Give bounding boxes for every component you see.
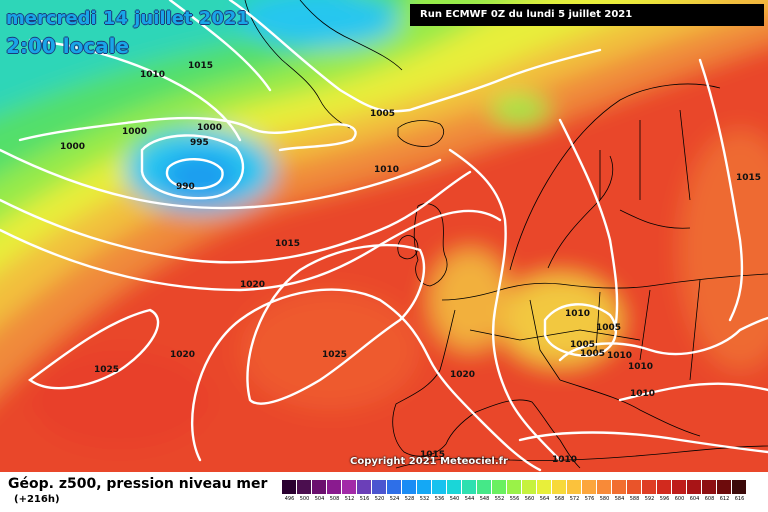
scale-tick-label: 564: [539, 496, 550, 502]
scale-swatch: [297, 480, 312, 494]
scale-swatch: [492, 480, 507, 494]
coastlines: [244, 0, 768, 469]
isobar-label: 1010: [607, 351, 632, 361]
isobar-label: 1010: [552, 455, 577, 465]
scale-swatch: [597, 480, 612, 494]
forecast-time: 2:00 locale: [6, 34, 130, 58]
isobar-labels: 1015 1010 1000 1000 995 990 1000 1005 10…: [60, 61, 761, 465]
isobar-label: 1010: [374, 165, 399, 175]
geopotential-field: [0, 0, 768, 472]
isobar-label: 1005: [596, 323, 621, 333]
scale-swatch: [702, 480, 717, 494]
scale-tick-label: 544: [464, 496, 475, 502]
isobar-label: 1020: [170, 350, 195, 360]
scale-tick-label: 576: [584, 496, 595, 502]
scale-tick-label: 504: [314, 496, 325, 502]
scale-swatch: [642, 480, 657, 494]
scale-swatch: [672, 480, 687, 494]
isobar-label: 1005: [570, 340, 595, 350]
scale-tick-label: 512: [344, 496, 355, 502]
isobar-label: 1015: [188, 61, 213, 71]
legend-footer: Géop. z500, pression niveau mer (+216h) …: [0, 472, 768, 512]
scale-swatch: [537, 480, 552, 494]
scale-swatch: [657, 480, 672, 494]
scale-tick-label: 588: [629, 496, 640, 502]
isobars: [0, 0, 768, 470]
scale-tick-label: 596: [659, 496, 670, 502]
scale-tick-label: 524: [389, 496, 400, 502]
scale-tick-label: 508: [329, 496, 340, 502]
scale-swatch: [327, 480, 342, 494]
scale-tick-label: 496: [284, 496, 295, 502]
scale-swatch: [732, 480, 747, 494]
scale-tick-label: 528: [404, 496, 415, 502]
scale-swatch: [552, 480, 567, 494]
scale-swatch: [612, 480, 627, 494]
scale-swatch: [507, 480, 522, 494]
copyright: Copyright 2021 Meteociel.fr: [350, 456, 508, 467]
scale-swatch: [372, 480, 387, 494]
isobar-label: 995: [190, 138, 209, 148]
parameter-label: Géop. z500, pression niveau mer: [8, 476, 268, 492]
scale-tick-label: 548: [479, 496, 490, 502]
isobar-label: 1020: [450, 370, 475, 380]
isobar-label: 1015: [275, 239, 300, 249]
isobar-label: 1025: [94, 365, 119, 375]
scale-tick-label: 592: [644, 496, 655, 502]
forecast-date: mercredi 14 juillet 2021: [6, 8, 249, 29]
weather-map: 1015 1010 1000 1000 995 990 1000 1005 10…: [0, 0, 768, 472]
scale-swatch: [447, 480, 462, 494]
scale-swatch: [282, 480, 297, 494]
isobar-label: 1005: [370, 109, 395, 119]
scale-tick-label: 516: [359, 496, 370, 502]
isobar-label: 1010: [628, 362, 653, 372]
isobar-label: 1025: [322, 350, 347, 360]
scale-tick-label: 540: [449, 496, 460, 502]
scale-tick-label: 584: [614, 496, 625, 502]
scale-swatch: [522, 480, 537, 494]
scale-tick-label: 580: [599, 496, 610, 502]
scale-tick-label: 552: [494, 496, 505, 502]
scale-swatch: [312, 480, 327, 494]
isobar-label: 1015: [420, 450, 445, 460]
scale-tick-label: 536: [434, 496, 445, 502]
scale-tick-label: 532: [419, 496, 430, 502]
scale-swatch: [432, 480, 447, 494]
run-info: Run ECMWF 0Z du lundi 5 juillet 2021: [410, 4, 764, 26]
scale-tick-label: 500: [299, 496, 310, 502]
scale-tick-label: 520: [374, 496, 385, 502]
scale-swatch: [357, 480, 372, 494]
isobar-label: 1005: [580, 349, 605, 359]
scale-tick-label: 556: [509, 496, 520, 502]
scale-tick-label: 616: [734, 496, 745, 502]
isobar-label: 1015: [736, 173, 761, 183]
scale-tick-label: 600: [674, 496, 685, 502]
forecast-step: (+216h): [14, 494, 60, 505]
scale-swatch: [462, 480, 477, 494]
scale-tick-label: 572: [569, 496, 580, 502]
isobar-label: 1010: [565, 309, 590, 319]
isobar-label: 1020: [240, 280, 265, 290]
scale-swatch: [417, 480, 432, 494]
scale-swatch: [717, 480, 732, 494]
isobar-label: 1010: [630, 389, 655, 399]
scale-swatch: [342, 480, 357, 494]
scale-swatch: [582, 480, 597, 494]
isobar-label: 1010: [140, 70, 165, 80]
isobar-label: 990: [176, 182, 195, 192]
scale-swatch: [402, 480, 417, 494]
scale-tick-label: 608: [704, 496, 715, 502]
scale-swatch: [567, 480, 582, 494]
scale-tick-label: 560: [524, 496, 535, 502]
scale-swatch: [627, 480, 642, 494]
scale-tick-label: 612: [719, 496, 730, 502]
isobar-label: 1000: [60, 142, 85, 152]
scale-swatch: [687, 480, 702, 494]
isobar-label: 1000: [197, 123, 222, 133]
scale-tick-label: 568: [554, 496, 565, 502]
isobar-label: 1000: [122, 127, 147, 137]
scale-tick-label: 604: [689, 496, 700, 502]
scale-swatch: [477, 480, 492, 494]
scale-swatch: [387, 480, 402, 494]
